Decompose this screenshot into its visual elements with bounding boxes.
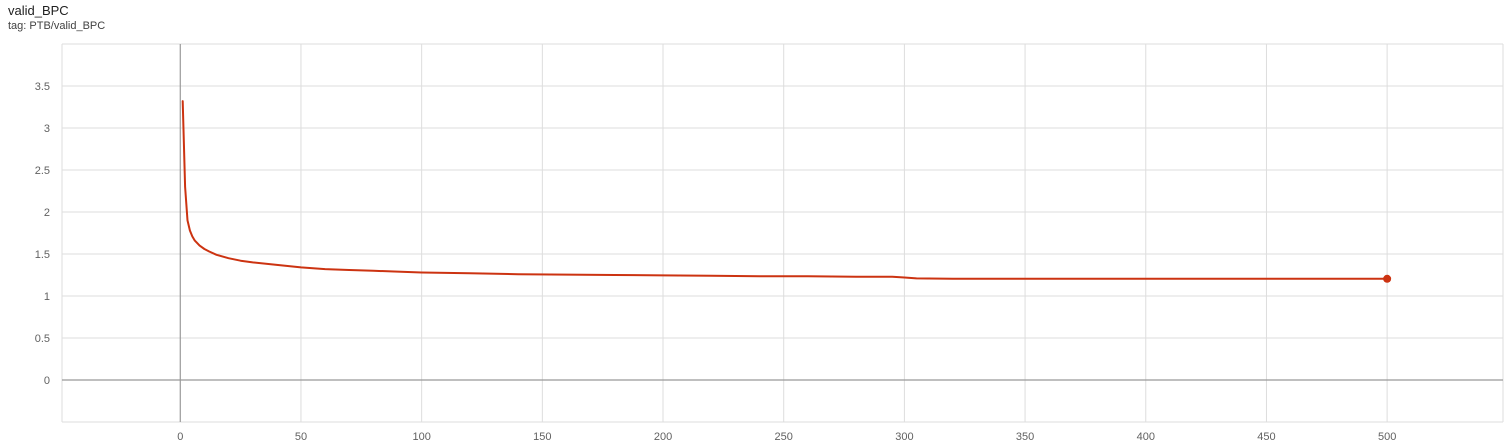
y-tick-label: 1 xyxy=(44,291,50,303)
axes xyxy=(62,44,1503,422)
y-tick-label: 1.5 xyxy=(35,249,50,261)
y-tick-label: 0.5 xyxy=(35,333,50,345)
x-tick-label: 450 xyxy=(1257,431,1275,443)
y-tick-label: 2.5 xyxy=(35,165,50,177)
x-tick-label: 100 xyxy=(412,431,430,443)
y-tick-label: 0 xyxy=(44,375,50,387)
y-tick-label: 3 xyxy=(44,123,50,135)
x-tick-label: 50 xyxy=(295,431,307,443)
chart-title: valid_BPC xyxy=(8,3,69,18)
x-tick-label: 300 xyxy=(895,431,913,443)
x-tick-label: 500 xyxy=(1378,431,1396,443)
x-tick-label: 250 xyxy=(775,431,793,443)
x-tick-label: 400 xyxy=(1137,431,1155,443)
series-layer xyxy=(181,100,1392,283)
x-tick-label: 350 xyxy=(1016,431,1034,443)
x-tick-label: 200 xyxy=(654,431,672,443)
chart-tag: tag: PTB/valid_BPC xyxy=(8,20,106,32)
y-tick-label: 2 xyxy=(44,207,50,219)
series-line xyxy=(181,100,1389,280)
y-tick-label: 3.5 xyxy=(35,81,50,93)
series-end-point xyxy=(1383,274,1392,283)
tick-labels: 0 50 100 150 200 250 300 350 400 450 500 0 0.5 1 1.5 2 2… xyxy=(35,81,1397,443)
grid-lines xyxy=(61,43,1504,423)
x-tick-label: 0 xyxy=(177,431,183,443)
x-tick-label: 150 xyxy=(533,431,551,443)
